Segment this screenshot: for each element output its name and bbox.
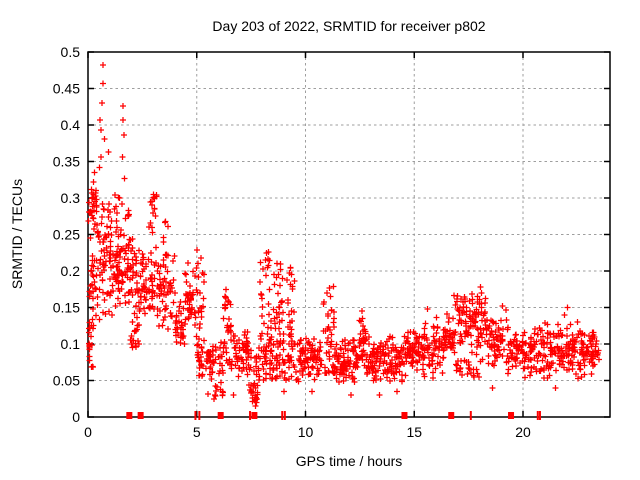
svg-text:0.05: 0.05 (53, 373, 80, 389)
svg-text:5: 5 (193, 424, 201, 440)
svg-text:0.2: 0.2 (61, 263, 81, 279)
svg-text:0: 0 (84, 424, 92, 440)
svg-text:0.45: 0.45 (53, 81, 80, 97)
y-axis-label: SRMTID / TECUs (9, 179, 25, 289)
chart-title: Day 203 of 2022, SRMTID for receiver p80… (212, 18, 485, 34)
svg-text:0: 0 (72, 409, 80, 425)
svg-text:0.4: 0.4 (61, 117, 81, 133)
svg-text:0.3: 0.3 (61, 190, 81, 206)
svg-text:15: 15 (406, 424, 422, 440)
svg-text:10: 10 (298, 424, 314, 440)
zero-value-markers (126, 411, 541, 420)
data-points (85, 62, 602, 409)
x-axis-label: GPS time / hours (296, 453, 403, 469)
svg-text:0.5: 0.5 (61, 44, 81, 60)
svg-text:0.25: 0.25 (53, 227, 80, 243)
x-tick-labels: 0 5 10 15 20 (84, 424, 531, 440)
svg-text:0.15: 0.15 (53, 300, 80, 316)
svg-text:20: 20 (515, 424, 531, 440)
svg-text:0.35: 0.35 (53, 154, 80, 170)
axis-ticks (87, 51, 610, 418)
svg-text:0.1: 0.1 (61, 336, 81, 352)
y-tick-labels: 0 0.05 0.1 0.15 0.2 0.25 0.3 0.35 0.4 0.45 0.5 (53, 44, 80, 425)
